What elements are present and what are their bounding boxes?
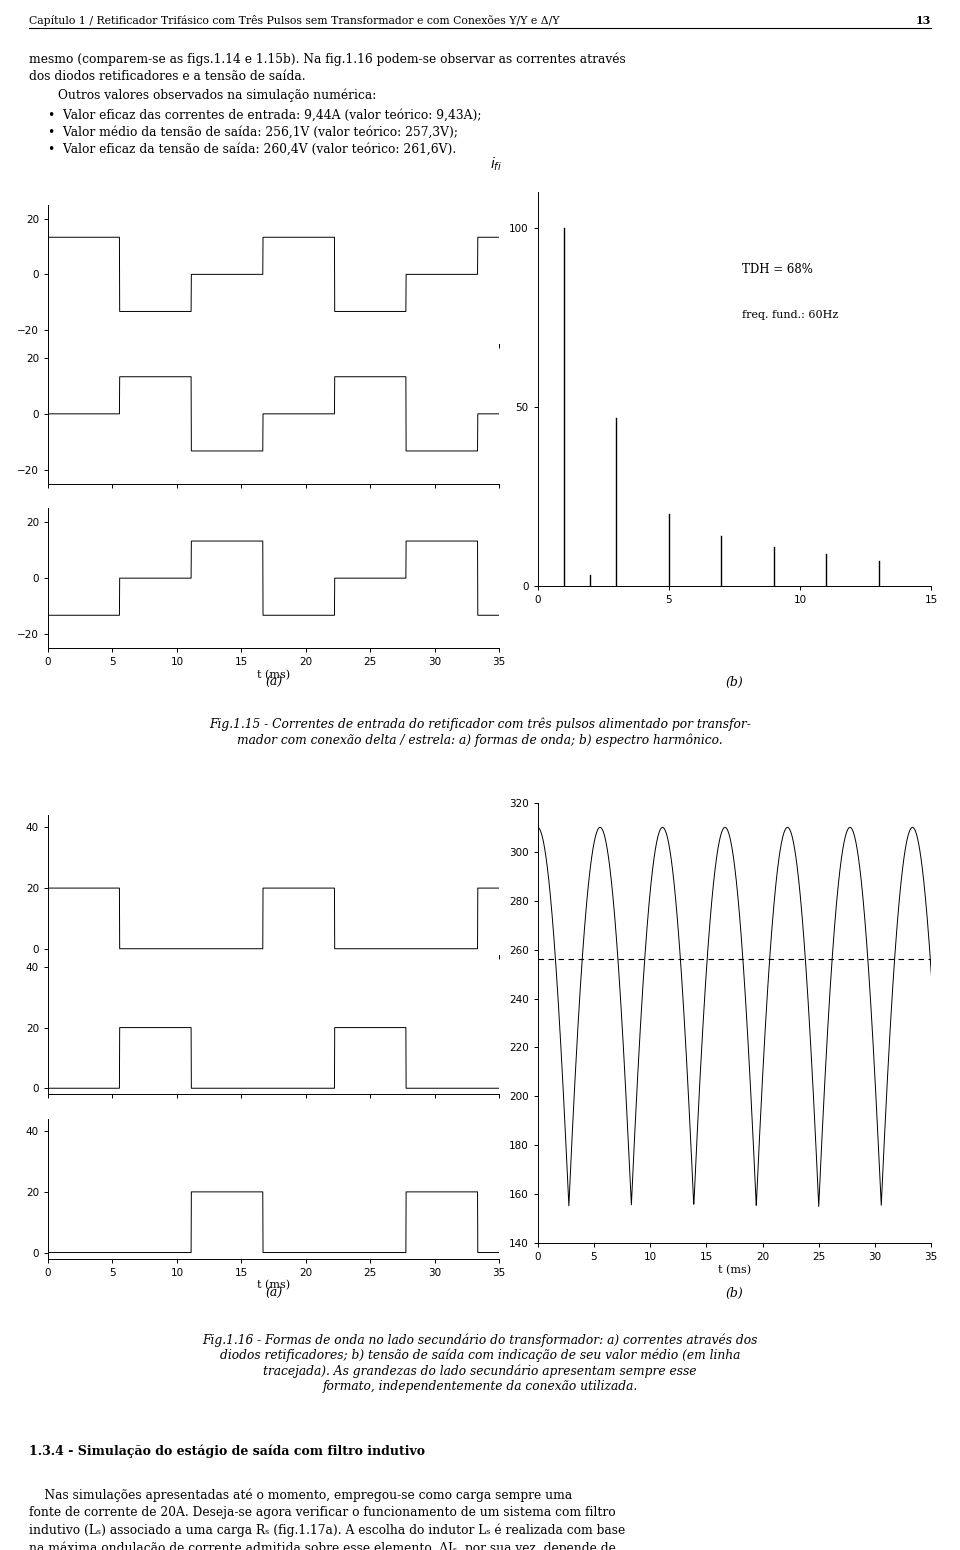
Text: Fig.1.15 - Correntes de entrada do retificador com três pulsos alimentado por tr: Fig.1.15 - Correntes de entrada do retif…: [209, 718, 751, 747]
Text: Outros valores observados na simulação numérica:: Outros valores observados na simulação n…: [58, 88, 376, 102]
Text: Fig.1.16 - Formas de onda no lado secundário do transformador: a) correntes atra: Fig.1.16 - Formas de onda no lado secund…: [203, 1333, 757, 1393]
X-axis label: t (ms): t (ms): [257, 670, 290, 680]
Text: $i_{fi}$: $i_{fi}$: [491, 155, 502, 172]
X-axis label: t (ms): t (ms): [257, 1280, 290, 1291]
Text: freq. fund.: 60Hz: freq. fund.: 60Hz: [742, 310, 838, 321]
Text: (a): (a): [265, 1286, 282, 1299]
Text: (b): (b): [726, 676, 743, 688]
Text: (b): (b): [726, 1286, 743, 1299]
Text: 13: 13: [916, 16, 931, 26]
Text: mesmo (comparem-se as figs.1.14 e 1.15b). Na fig.1.16 podem-se observar as corre: mesmo (comparem-se as figs.1.14 e 1.15b)…: [29, 53, 626, 67]
Text: indutivo (Lₛ) associado a uma carga Rₛ (fig.1.17a). A escolha do indutor Lₛ é re: indutivo (Lₛ) associado a uma carga Rₛ (…: [29, 1524, 625, 1538]
Text: TDH = 68%: TDH = 68%: [742, 264, 813, 276]
Text: •  Valor médio da tensão de saída: 256,1V (valor teórico: 257,3V);: • Valor médio da tensão de saída: 256,1V…: [48, 126, 458, 138]
Text: Nas simulações apresentadas até o momento, empregou-se como carga sempre uma: Nas simulações apresentadas até o moment…: [29, 1488, 572, 1502]
Text: dos diodos retificadores e a tensão de saída.: dos diodos retificadores e a tensão de s…: [29, 70, 305, 82]
Text: 1.3.4 - Simulação do estágio de saída com filtro indutivo: 1.3.4 - Simulação do estágio de saída co…: [29, 1445, 424, 1459]
X-axis label: t (ms): t (ms): [718, 1265, 751, 1276]
Text: Capítulo 1 / Retificador Trifásico com Três Pulsos sem Transformador e com Conex: Capítulo 1 / Retificador Trifásico com T…: [29, 16, 560, 26]
Text: (a): (a): [265, 676, 282, 688]
Text: na máxima ondulação de corrente admitida sobre esse elemento. ΔIₛ, por sua vez, : na máxima ondulação de corrente admitida…: [29, 1541, 615, 1550]
Text: •  Valor eficaz das correntes de entrada: 9,44A (valor teórico: 9,43A);: • Valor eficaz das correntes de entrada:…: [48, 109, 482, 121]
Text: fonte de corrente de 20A. Deseja-se agora verificar o funcionamento de um sistem: fonte de corrente de 20A. Deseja-se agor…: [29, 1507, 615, 1519]
Text: •  Valor eficaz da tensão de saída: 260,4V (valor teórico: 261,6V).: • Valor eficaz da tensão de saída: 260,4…: [48, 143, 456, 155]
